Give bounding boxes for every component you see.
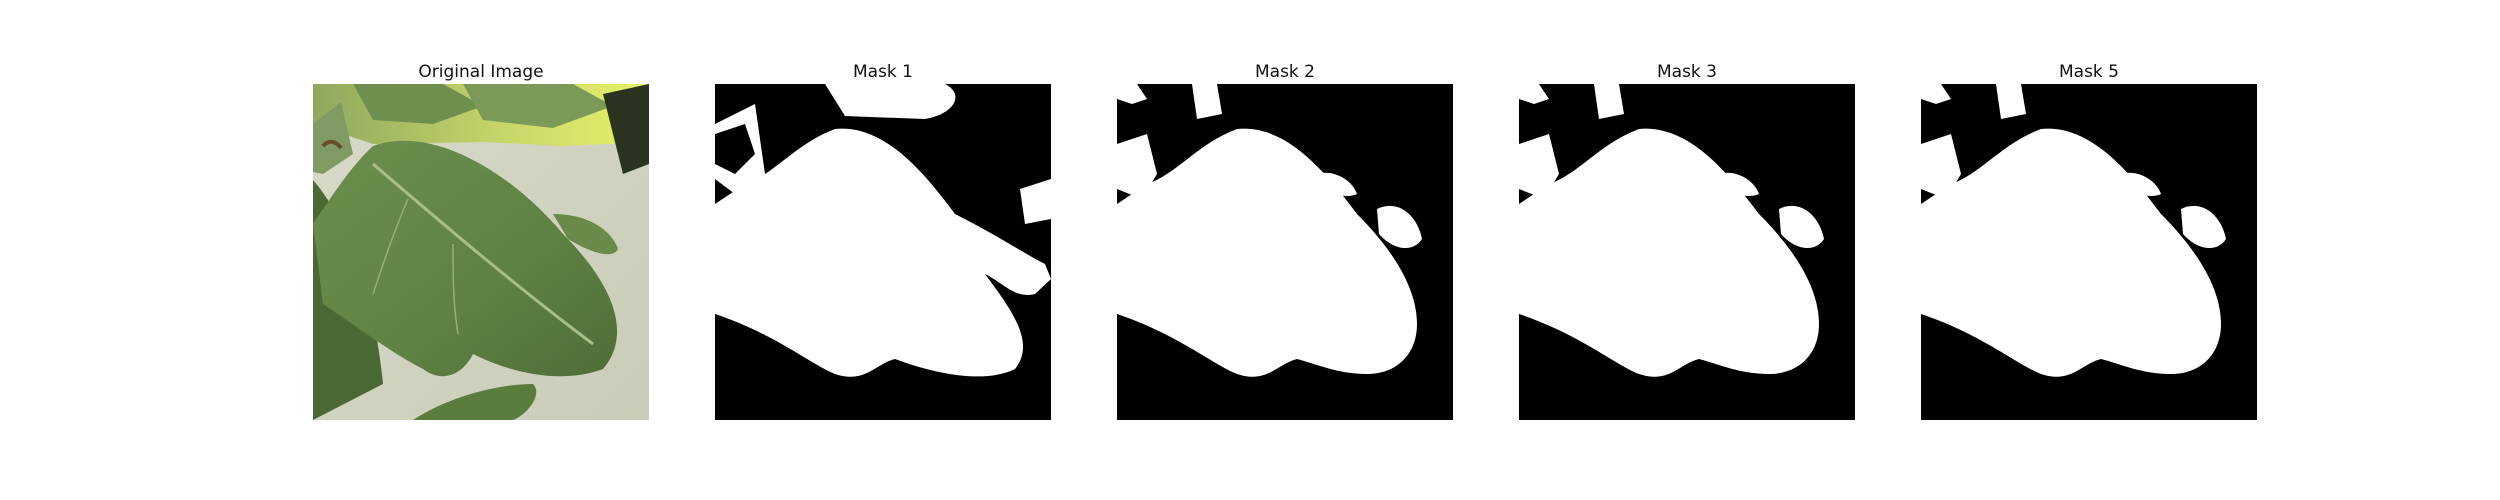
panel-original-image: Original Image	[313, 60, 649, 420]
panel-title: Mask 3	[1656, 62, 1717, 82]
mask-image	[1921, 84, 2257, 420]
mask-image	[1117, 84, 1453, 420]
panel-mask-1: Mask 1	[715, 60, 1051, 420]
mask-image	[1519, 84, 1855, 420]
panel-mask-5: Mask 5	[1921, 60, 2257, 420]
original-leaf-photo	[313, 84, 649, 420]
mask-image	[715, 84, 1051, 420]
panel-title: Original Image	[418, 62, 544, 82]
panel-title: Mask 2	[1254, 62, 1315, 82]
panel-mask-3: Mask 3	[1519, 60, 1855, 420]
panel-mask-2: Mask 2	[1117, 60, 1453, 420]
panel-title: Mask 5	[2058, 62, 2119, 82]
panel-title: Mask 1	[852, 62, 913, 82]
